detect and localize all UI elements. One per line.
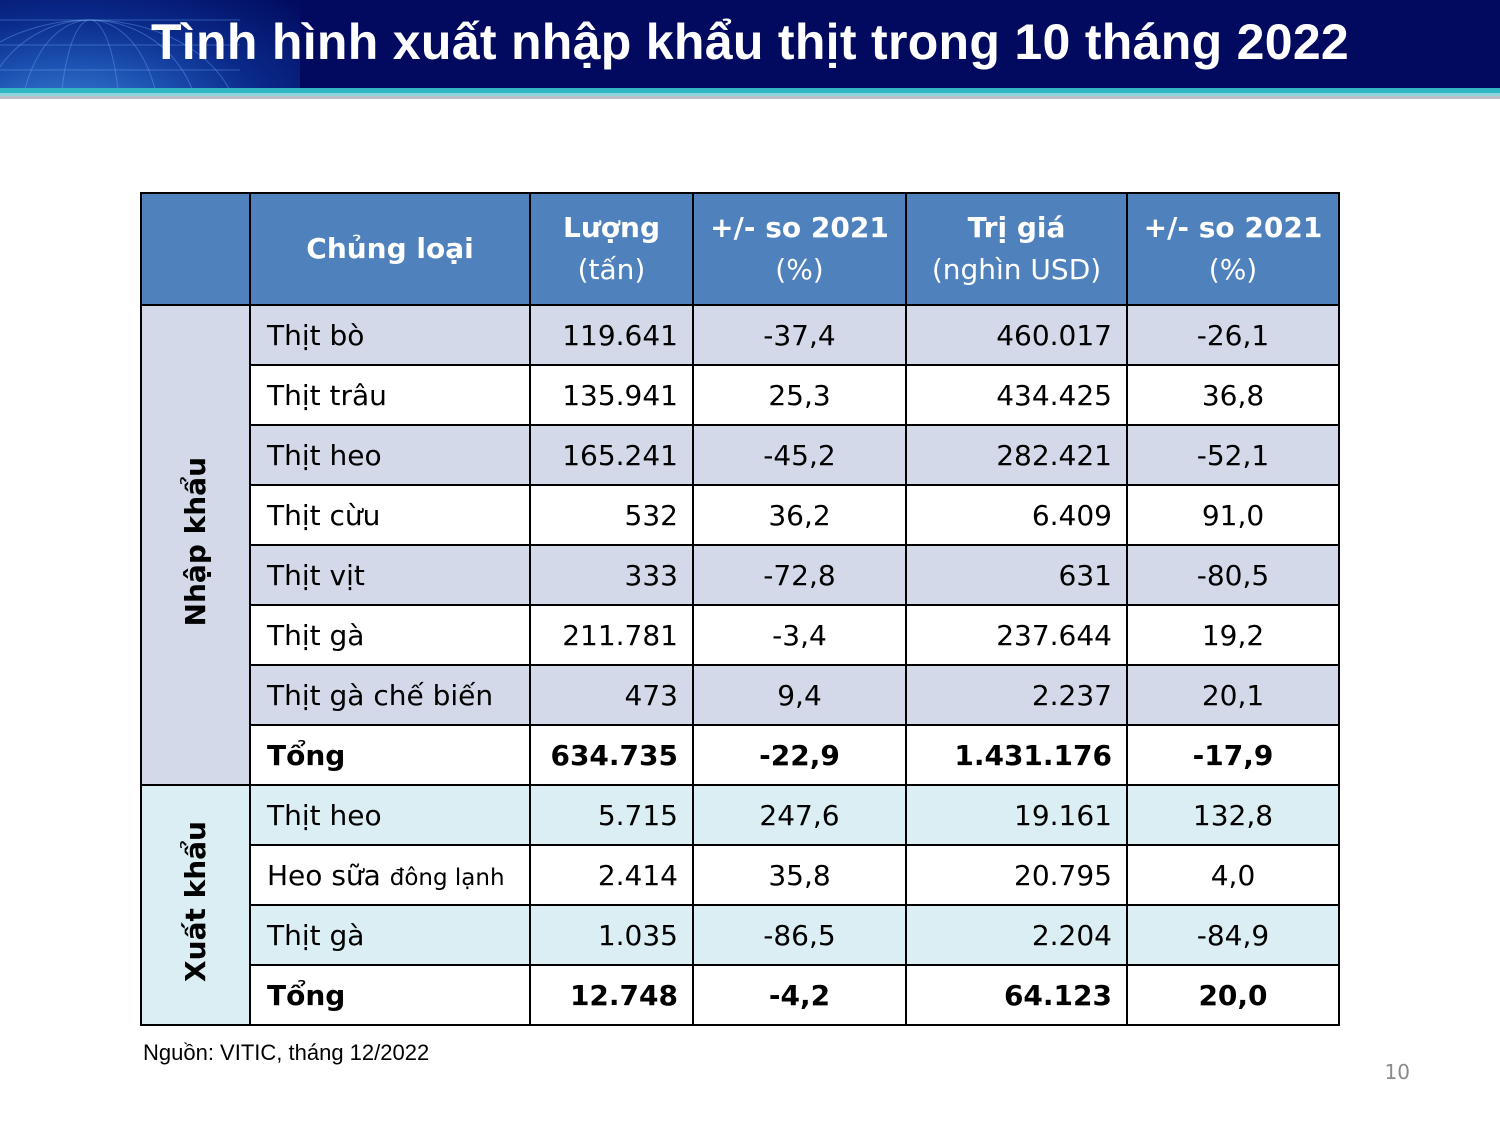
total-label: Tổng [249,724,531,786]
row-name-suffix: đông lạnh [389,864,505,891]
row-name: Thịt heo [249,784,531,846]
row-volume-change: -45,2 [692,424,907,486]
row-value-change: -26,1 [1126,304,1340,366]
row-value: 6.409 [905,484,1128,546]
row-value: 434.425 [905,364,1128,426]
row-value: 20.795 [905,844,1128,906]
table-row: Heo sữa đông lạnh 2.414 35,8 20.795 4,0 [141,844,1340,906]
row-name: Thịt heo [249,424,531,486]
export-total-row: Tổng 12.748 -4,2 64.123 20,0 [141,964,1340,1026]
header-volume: Lượng (tấn) [529,192,694,306]
export-group-label: Xuất khẩu [140,784,251,1026]
row-volume-change: 36,2 [692,484,907,546]
table-row: Thịt heo 165.241 -45,2 282.421 -52,1 [141,424,1340,486]
row-value-change: -80,5 [1126,544,1340,606]
total-value: 64.123 [905,964,1128,1026]
row-name: Thịt trâu [249,364,531,426]
row-volume-change: -37,4 [692,304,907,366]
row-volume-change: 25,3 [692,364,907,426]
row-value-change: 4,0 [1126,844,1340,906]
row-name: Thịt gà [249,904,531,966]
row-volume-change: -72,8 [692,544,907,606]
row-value-change: 20,1 [1126,664,1340,726]
row-volume: 1.035 [529,904,694,966]
row-value-change: -52,1 [1126,424,1340,486]
header-category: Chủng loại [249,192,531,306]
row-value: 631 [905,544,1128,606]
row-volume: 135.941 [529,364,694,426]
page-number: 10 [1384,1060,1410,1084]
total-volume: 12.748 [529,964,694,1026]
row-volume: 532 [529,484,694,546]
header-volume-change: +/- so 2021 (%) [692,192,907,306]
row-value: 2.204 [905,904,1128,966]
row-name: Thịt cừu [249,484,531,546]
title-underline-grey [0,96,1500,99]
row-value-change: 91,0 [1126,484,1340,546]
total-value-change: -17,9 [1126,724,1340,786]
row-volume: 5.715 [529,784,694,846]
row-volume-change: 35,8 [692,844,907,906]
row-name: Thịt gà chế biến [249,664,531,726]
row-volume: 473 [529,664,694,726]
row-volume: 2.414 [529,844,694,906]
row-value: 19.161 [905,784,1128,846]
table-row: Thịt gà chế biến 473 9,4 2.237 20,1 [141,664,1340,726]
header-value: Trị giá (nghìn USD) [905,192,1128,306]
table-row: Thịt cừu 532 36,2 6.409 91,0 [141,484,1340,546]
title-underline [0,88,1500,93]
table-row: Nhập khẩu Thịt bò 119.641 -37,4 460.017 … [140,304,1340,786]
row-value: 237.644 [905,604,1128,666]
table-row: Thịt vịt 333 -72,8 631 -80,5 [141,544,1340,606]
row-value: 2.237 [905,664,1128,726]
total-volume-change: -4,2 [692,964,907,1026]
row-value-change: 132,8 [1126,784,1340,846]
globe-graphic-icon [0,0,300,88]
total-volume-change: -22,9 [692,724,907,786]
row-name: Thịt gà [249,604,531,666]
import-group-label: Nhập khẩu [140,304,251,786]
row-value-change: 36,8 [1126,364,1340,426]
row-volume-change: 247,6 [692,784,907,846]
total-label: Tổng [249,964,531,1026]
source-note: Nguồn: VITIC, tháng 12/2022 [143,1040,430,1065]
row-volume-change: -86,5 [692,904,907,966]
title-bar: Tình hình xuất nhập khẩu thịt trong 10 t… [0,0,1500,88]
import-total-row: Tổng 634.735 -22,9 1.431.176 -17,9 [141,724,1340,786]
header-group-cell [140,192,251,306]
title-underline-light [0,93,1500,96]
row-volume-change: -3,4 [692,604,907,666]
row-volume-change: 9,4 [692,664,907,726]
row-volume: 211.781 [529,604,694,666]
slide-title: Tình hình xuất nhập khẩu thịt trong 10 t… [150,14,1350,70]
total-volume: 634.735 [529,724,694,786]
row-value: 282.421 [905,424,1128,486]
table-header-row: Chủng loại Lượng (tấn) +/- so 2021 (%) Trị… [140,192,1340,306]
row-volume: 119.641 [529,304,694,366]
row-name: Thịt vịt [249,544,531,606]
table-row: Thịt trâu 135.941 25,3 434.425 36,8 [141,364,1340,426]
row-value-change: 19,2 [1126,604,1340,666]
row-name: Thịt bò [249,304,531,366]
meat-trade-table: Chủng loại Lượng (tấn) +/- so 2021 (%) Trị… [140,192,1340,1026]
row-volume: 165.241 [529,424,694,486]
row-value-change: -84,9 [1126,904,1340,966]
row-name: Heo sữa đông lạnh [249,844,531,906]
row-volume: 333 [529,544,694,606]
table-row: Thịt gà 1.035 -86,5 2.204 -84,9 [141,904,1340,966]
total-value-change: 20,0 [1126,964,1340,1026]
table-row: Xuất khẩu Thịt heo 5.715 247,6 19.161 13… [140,784,1340,1026]
row-value: 460.017 [905,304,1128,366]
total-value: 1.431.176 [905,724,1128,786]
table-row: Thịt gà 211.781 -3,4 237.644 19,2 [141,604,1340,666]
header-value-change: +/- so 2021 (%) [1126,192,1340,306]
